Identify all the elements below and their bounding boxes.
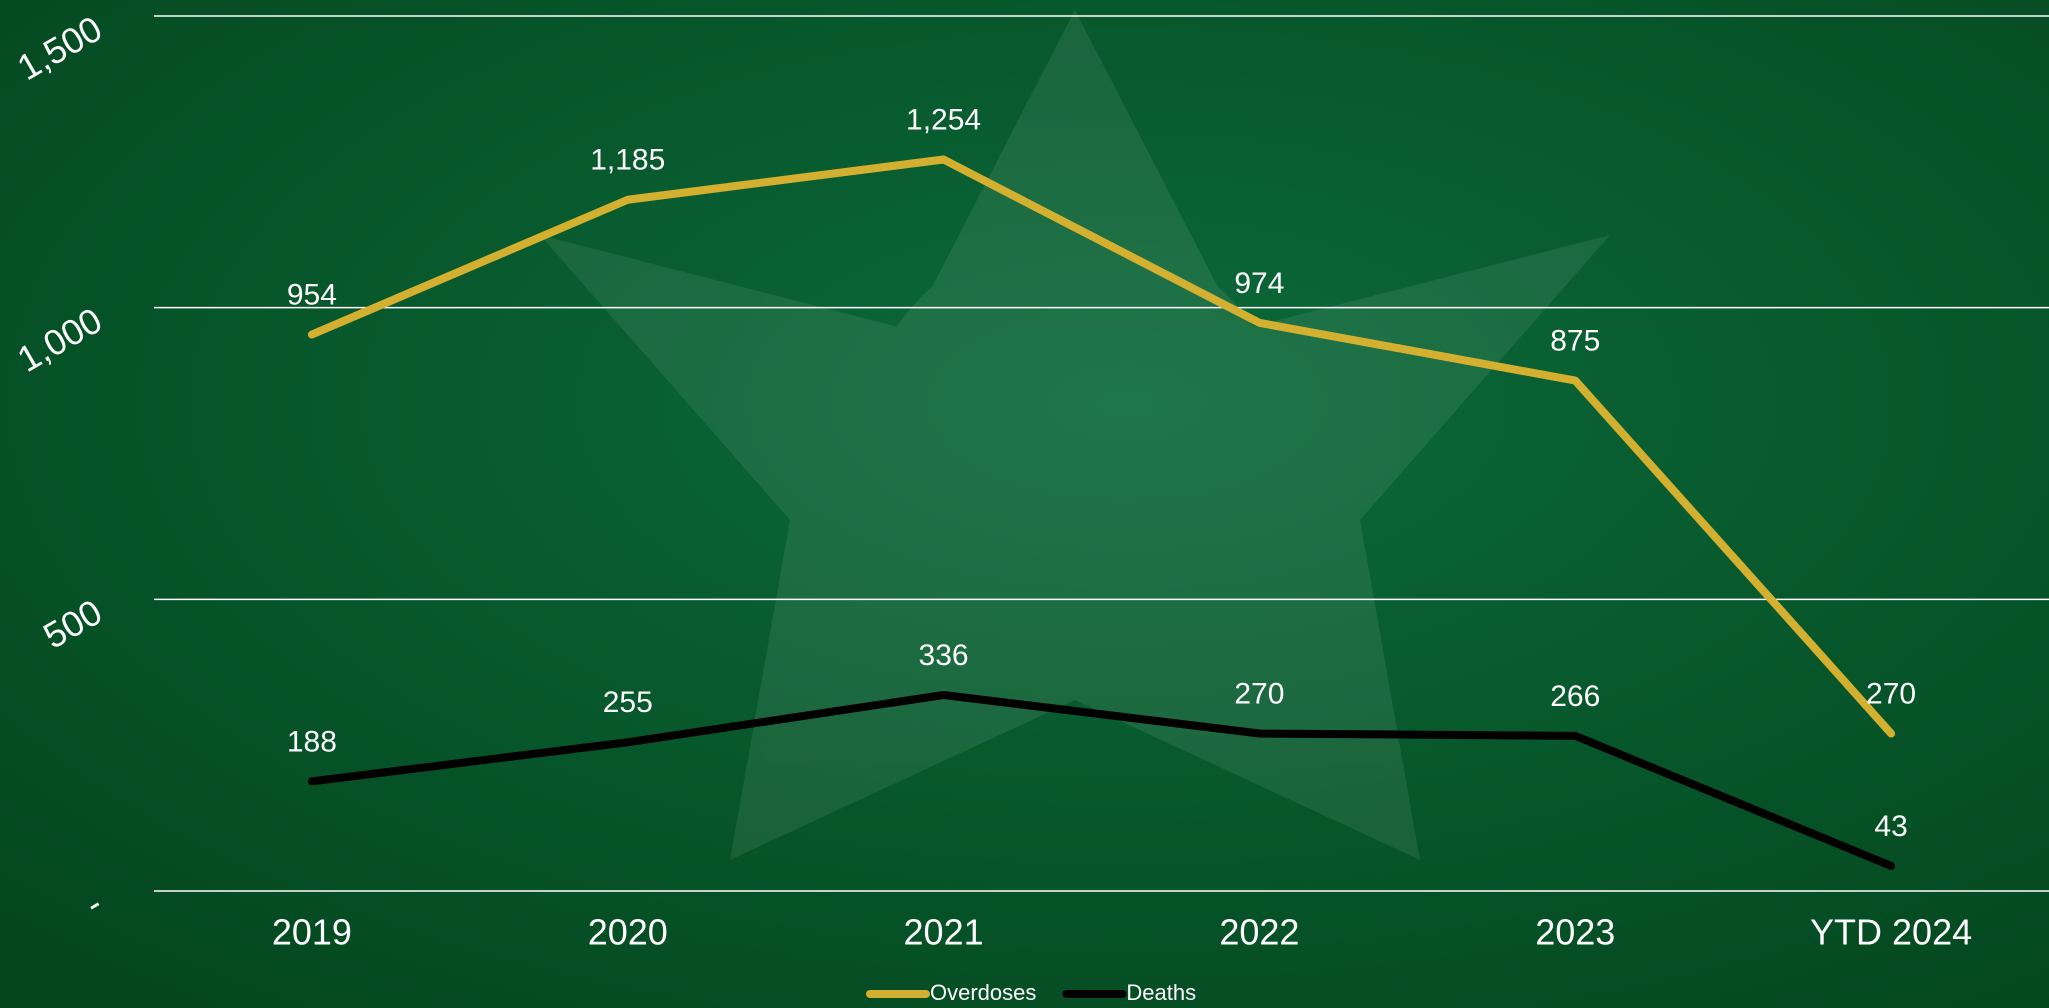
data-label: 255 (603, 686, 653, 719)
data-label: 1,254 (906, 103, 981, 136)
x-tick-label: 2023 (1535, 912, 1615, 953)
x-tick-label: 2021 (904, 912, 984, 953)
x-tick-label: YTD 2024 (1810, 912, 1972, 953)
data-label: 270 (1866, 677, 1916, 710)
data-label: 270 (1234, 677, 1284, 710)
x-tick-label: 2022 (1219, 912, 1299, 953)
x-tick-label: 2020 (588, 912, 668, 953)
data-label: 266 (1550, 680, 1600, 713)
data-label: 336 (919, 639, 969, 672)
watermark (540, 10, 1610, 860)
data-label: 875 (1550, 325, 1600, 358)
data-label: 954 (287, 278, 337, 311)
data-label: 188 (287, 725, 337, 758)
x-tick-label: 2019 (272, 912, 352, 953)
data-label: 1,185 (590, 144, 665, 177)
data-label: 43 (1874, 810, 1907, 843)
legend-label: Deaths (1126, 980, 1196, 1005)
series-line (307, 155, 1896, 738)
legend-label: Overdoses (930, 980, 1036, 1005)
series-line (307, 691, 1896, 870)
data-label: 974 (1234, 267, 1284, 300)
